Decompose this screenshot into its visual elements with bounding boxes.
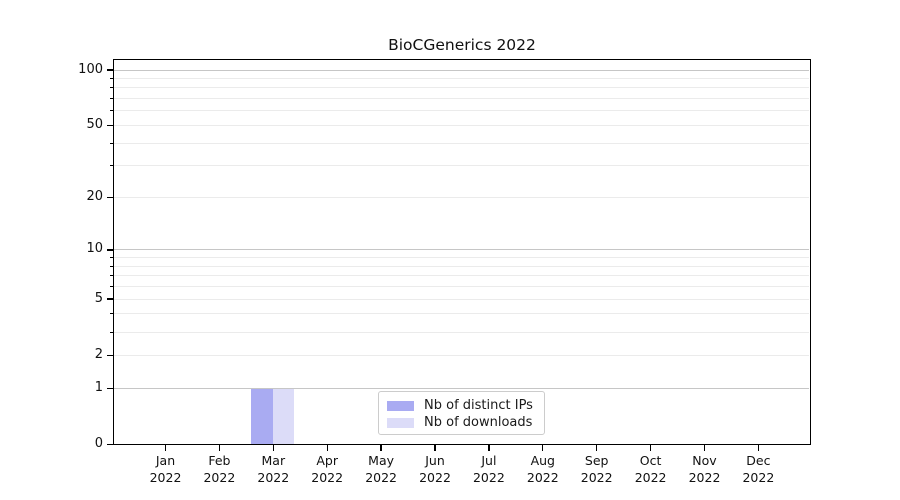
x-tick-label: Feb 2022 — [189, 452, 249, 486]
x-tick-label: Aug 2022 — [513, 452, 573, 486]
x-tick-label: Jun 2022 — [405, 452, 465, 486]
x-tick-month: Apr — [316, 453, 338, 468]
gridline-minor — [114, 313, 809, 315]
y-tick-label: 5 — [94, 290, 103, 306]
x-tick-year: 2022 — [742, 470, 775, 485]
gridline-minor — [114, 196, 809, 198]
x-tick-label: May 2022 — [351, 452, 411, 486]
gridline-minor — [114, 142, 809, 144]
chart-title: BioCGenerics 2022 — [388, 36, 536, 54]
gridline-minor — [114, 87, 809, 89]
x-tick-month: Nov — [692, 453, 717, 468]
x-tick-label: Mar 2022 — [243, 452, 303, 486]
x-tick-label: Sep 2022 — [567, 452, 627, 486]
gridline-minor — [114, 265, 809, 267]
x-tick-label: Jan 2022 — [136, 452, 196, 486]
bar-nb-of-distinct-ips — [251, 388, 273, 444]
x-tick-year: 2022 — [526, 470, 559, 485]
x-tick-year: 2022 — [419, 470, 451, 485]
plot-area — [113, 59, 811, 445]
x-tick — [380, 445, 382, 451]
x-tick-month: Dec — [746, 453, 771, 468]
gridline-minor — [114, 331, 809, 333]
x-tick-month: Oct — [639, 453, 662, 468]
gridline-major — [114, 249, 809, 251]
x-tick — [542, 445, 544, 451]
x-tick — [218, 445, 221, 451]
x-tick-year: 2022 — [149, 470, 182, 485]
x-tick-label: Dec 2022 — [728, 452, 788, 486]
x-tick-month: May — [368, 453, 395, 468]
gridline-minor — [114, 286, 809, 288]
gridline-minor — [114, 354, 809, 356]
gridline-minor — [114, 77, 809, 79]
legend-swatch-distinct-ips-icon — [387, 400, 414, 411]
x-tick-month: Aug — [530, 453, 555, 468]
bar-nb-of-downloads — [272, 388, 295, 444]
legend: Nb of distinct IPs Nb of downloads — [378, 391, 545, 435]
legend-label-distinct-ips: Nb of distinct IPs — [424, 398, 533, 413]
x-tick — [703, 445, 706, 451]
x-tick-label: Jul 2022 — [459, 452, 519, 486]
x-tick-label: Nov 2022 — [675, 452, 735, 486]
x-tick-year: 2022 — [203, 470, 236, 485]
gridline-minor — [114, 165, 809, 167]
gridline-minor — [114, 124, 809, 126]
x-tick — [272, 445, 274, 451]
x-tick-year: 2022 — [580, 470, 613, 485]
x-tick-month: Sep — [584, 453, 609, 468]
x-tick-month: Mar — [261, 453, 286, 468]
gridline-minor — [114, 257, 809, 259]
y-tick-label: 0 — [94, 436, 103, 451]
gridline-minor — [114, 98, 809, 100]
y-tick-label: 2 — [94, 346, 103, 362]
y-tick-label: 10 — [86, 241, 103, 257]
legend-item-downloads: Nb of downloads — [387, 414, 536, 431]
x-tick-month: Feb — [208, 453, 231, 468]
x-tick — [488, 445, 490, 451]
x-tick — [434, 445, 436, 451]
gridline-minor — [114, 298, 809, 300]
x-tick-month: Jan — [155, 453, 176, 468]
gridline-major — [114, 387, 809, 389]
x-tick — [757, 445, 760, 451]
legend-swatch-downloads-icon — [387, 417, 414, 428]
x-tick-year: 2022 — [311, 470, 344, 485]
legend-item-distinct-ips: Nb of distinct IPs — [387, 397, 536, 414]
x-tick — [326, 445, 328, 451]
x-tick-month: Jul — [481, 453, 497, 468]
x-tick-label: Apr 2022 — [297, 452, 357, 486]
gridline-major — [114, 69, 809, 71]
legend-label-downloads: Nb of downloads — [424, 415, 533, 430]
x-tick-year: 2022 — [365, 470, 397, 485]
y-tick-label: 50 — [86, 116, 103, 132]
gridline-minor — [114, 275, 809, 277]
y-tick-label: 20 — [86, 188, 103, 204]
y-tick-label: 1 — [94, 379, 103, 395]
x-tick-year: 2022 — [688, 470, 721, 485]
x-tick — [164, 445, 167, 451]
x-tick-month: Jun — [425, 453, 445, 468]
x-tick-year: 2022 — [472, 470, 505, 485]
x-tick-year: 2022 — [257, 470, 290, 485]
x-tick — [596, 445, 598, 451]
y-tick-label: 100 — [78, 61, 103, 77]
x-tick — [649, 445, 652, 451]
gridline-minor — [114, 110, 809, 112]
x-tick-year: 2022 — [634, 470, 667, 485]
x-tick-label: Oct 2022 — [621, 452, 681, 486]
